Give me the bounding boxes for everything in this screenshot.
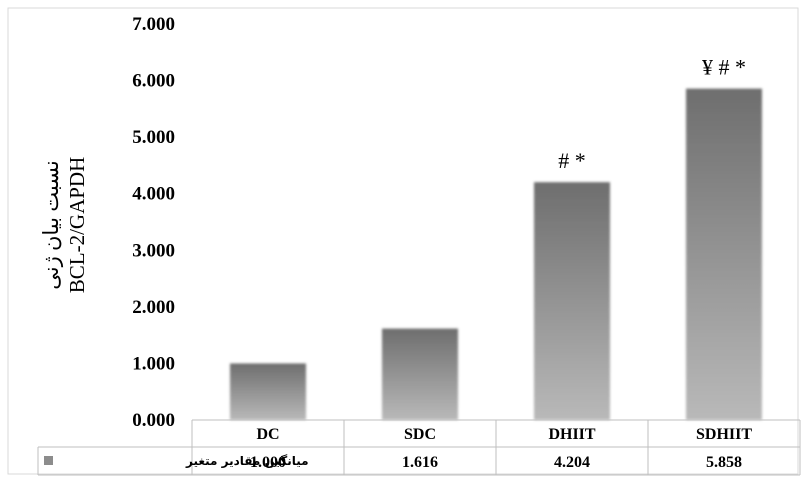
data-table-value: 1.000 [250, 454, 286, 471]
bar-sdhiit [686, 88, 762, 421]
x-category-label: SDHIIT [696, 426, 752, 443]
legend-series-name: میانگین مقادیر متغیر [185, 454, 309, 468]
y-tick-label: 4.000 [132, 184, 175, 205]
y-tick-label: 1.000 [132, 353, 175, 374]
x-category-label: SDC [404, 426, 436, 443]
data-table-value: 4.204 [554, 454, 590, 471]
y-tick-label: 3.000 [132, 240, 175, 261]
bars [230, 88, 762, 421]
y-tick-label: 7.000 [132, 14, 175, 35]
y-tick-label: 6.000 [132, 71, 175, 92]
bar-dc [230, 363, 306, 420]
y-axis-title-line-1: نسبت بیان ژنی [39, 160, 64, 290]
y-axis-title-line-2: BCL-2/GAPDH [65, 157, 89, 294]
data-table-value: 5.858 [706, 454, 742, 471]
annotation-dhiit: # * [558, 148, 586, 173]
y-axis-ticks: 0.000 1.000 2.000 3.000 4.000 5.000 6.000 7.000 [132, 14, 175, 431]
annotation-sdhiit: ¥ # * [702, 55, 746, 80]
y-tick-label: 2.000 [132, 297, 175, 318]
data-table: DC 1.000 SDC 1.616 DHIIT 4.204 SDHIIT 5.858 میان… [37, 419, 801, 476]
y-tick-label: 0.000 [132, 410, 175, 431]
bar-dhiit [534, 182, 610, 420]
y-tick-label: 5.000 [132, 127, 175, 148]
y-axis-title: نسبت بیان ژنی BCL-2/GAPDH [39, 157, 89, 294]
x-category-label: DC [256, 426, 279, 443]
legend-swatch [44, 456, 53, 465]
bar-sdc [382, 328, 458, 420]
x-category-label: DHIIT [548, 426, 595, 443]
significance-annotations: # * ¥ # * [558, 55, 746, 174]
data-table-value: 1.616 [402, 454, 438, 471]
